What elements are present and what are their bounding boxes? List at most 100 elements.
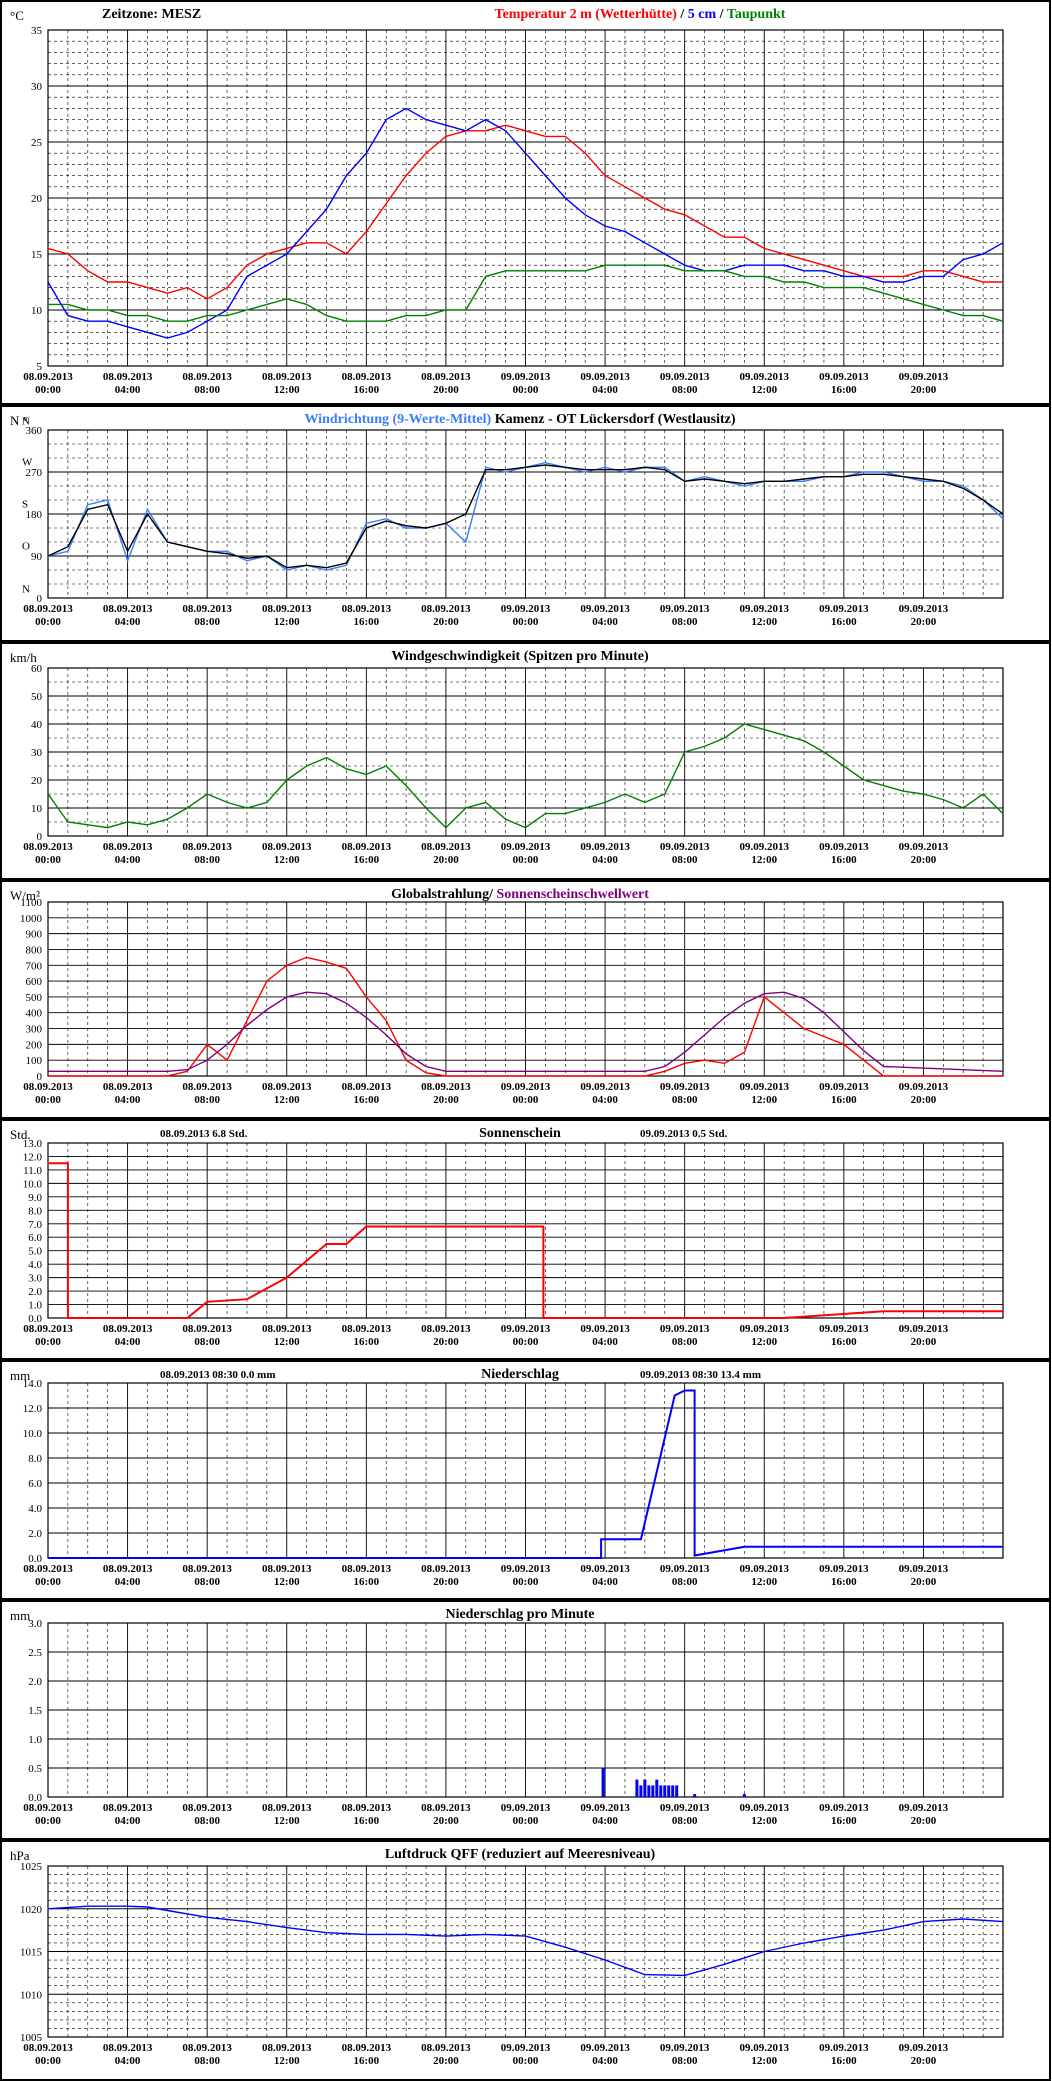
- x-tick-date: 08.09.2013: [182, 603, 232, 615]
- y-tick-label: 60: [31, 663, 43, 675]
- unit-label: hPa: [10, 1848, 30, 1863]
- bar-precip_min: [663, 1785, 667, 1797]
- x-tick-time: 12:00: [274, 1094, 300, 1106]
- x-tick-time: 16:00: [353, 1576, 379, 1588]
- x-tick-time: 12:00: [274, 384, 300, 396]
- x-tick-time: 00:00: [513, 1815, 539, 1827]
- y-tick-label: 15: [31, 249, 43, 261]
- bar-precip_min: [639, 1785, 643, 1797]
- x-tick-date: 09.09.2013: [740, 1802, 790, 1814]
- bar-precip_min: [655, 1779, 659, 1797]
- x-tick-time: 00:00: [513, 1094, 539, 1106]
- y-tick-label: 1100: [20, 897, 42, 909]
- x-tick-time: 16:00: [831, 2055, 857, 2067]
- y-tick-label: 5.0: [28, 1246, 42, 1258]
- y-tick-label: 1015: [20, 1947, 43, 1959]
- x-tick-date: 08.09.2013: [23, 1802, 73, 1814]
- x-tick-date: 08.09.2013: [262, 1802, 312, 1814]
- title-part: Luftdruck QFF (reduziert auf Meeresnivea…: [385, 1847, 656, 1862]
- x-tick-time: 16:00: [831, 1576, 857, 1588]
- chart-title: Sonnenschein: [479, 1126, 561, 1141]
- x-tick-time: 04:00: [115, 1576, 141, 1588]
- y-tick-label: 9.0: [28, 1192, 42, 1204]
- x-tick-date: 08.09.2013: [103, 1323, 153, 1335]
- y-tick-label: 10.0: [23, 1428, 43, 1440]
- x-tick-time: 04:00: [115, 1094, 141, 1106]
- title-part: 5 cm: [688, 7, 717, 22]
- x-tick-time: 16:00: [353, 2055, 379, 2067]
- title-part: Globalstrahlung/: [391, 887, 496, 902]
- x-tick-date: 09.09.2013: [660, 1323, 710, 1335]
- x-tick-time: 12:00: [751, 384, 777, 396]
- unit-label: Std.: [10, 1127, 31, 1142]
- y-tick-label: 500: [26, 992, 43, 1004]
- panel-precip: 0.0 2.0 4.0 6.0 8.0 10.0 12.0 14.0mm Niederschla…: [0, 1360, 1051, 1600]
- x-tick-date: 09.09.2013: [740, 841, 790, 853]
- chart-title: Windgeschwindigkeit (Spitzen pro Minute): [391, 649, 649, 664]
- x-tick-time: 12:00: [751, 854, 777, 866]
- x-tick-time: 04:00: [592, 1576, 618, 1588]
- x-tick-time: 08:00: [672, 854, 698, 866]
- compass-letter: S: [22, 499, 28, 511]
- unit-label: mm: [10, 1608, 30, 1623]
- x-tick-time: 00:00: [35, 854, 61, 866]
- x-tick-time: 20:00: [433, 854, 459, 866]
- bar-precip_min: [601, 1768, 605, 1797]
- y-tick-label: 2.5: [28, 1647, 42, 1659]
- x-tick-date: 09.09.2013: [660, 603, 710, 615]
- unit-label: mm: [10, 1368, 30, 1383]
- x-tick-date: 09.09.2013: [660, 1563, 710, 1575]
- x-tick-time: 04:00: [115, 616, 141, 628]
- chart-title: Niederschlag pro Minute: [445, 1607, 594, 1622]
- x-tick-date: 08.09.2013: [342, 1323, 392, 1335]
- x-tick-date: 09.09.2013: [580, 1563, 630, 1575]
- unit-label: W/m²: [10, 888, 40, 903]
- x-tick-date: 08.09.2013: [23, 1563, 73, 1575]
- x-tick-time: 16:00: [831, 616, 857, 628]
- x-tick-date: 08.09.2013: [421, 371, 471, 383]
- x-tick-date: 09.09.2013: [580, 1323, 630, 1335]
- bar-precip_min: [667, 1785, 671, 1797]
- x-tick-time: 16:00: [831, 1815, 857, 1827]
- x-tick-time: 16:00: [353, 384, 379, 396]
- y-tick-label: 0.5: [28, 1763, 42, 1775]
- info-left: 08.09.2013 08:30 0.0 mm: [160, 1369, 276, 1381]
- x-tick-date: 09.09.2013: [580, 841, 630, 853]
- compass-letter: O: [22, 541, 30, 553]
- x-tick-date: 08.09.2013: [103, 1081, 153, 1093]
- y-tick-label: 0: [37, 593, 43, 605]
- x-tick-date: 09.09.2013: [819, 371, 869, 383]
- x-tick-time: 00:00: [35, 384, 61, 396]
- x-tick-time: 00:00: [513, 1336, 539, 1348]
- y-tick-label: 180: [26, 509, 43, 521]
- x-tick-time: 00:00: [35, 616, 61, 628]
- x-tick-date: 08.09.2013: [342, 371, 392, 383]
- info-right: 09.09.2013 0.5 Std.: [640, 1128, 728, 1140]
- chart-title: Windrichtung (9-Werte-Mittel) Kamenz - O…: [304, 412, 735, 427]
- x-tick-date: 09.09.2013: [899, 841, 949, 853]
- x-tick-date: 09.09.2013: [899, 1081, 949, 1093]
- x-tick-date: 08.09.2013: [23, 1323, 73, 1335]
- x-tick-date: 09.09.2013: [501, 2042, 551, 2054]
- unit-label: N °: [10, 413, 28, 428]
- title-part: Sonnenschein: [479, 1126, 561, 1141]
- y-tick-label: 10: [31, 803, 43, 815]
- x-tick-time: 04:00: [115, 854, 141, 866]
- x-tick-time: 08:00: [672, 1576, 698, 1588]
- x-tick-date: 09.09.2013: [660, 841, 710, 853]
- x-tick-date: 09.09.2013: [660, 2042, 710, 2054]
- x-tick-date: 09.09.2013: [899, 1323, 949, 1335]
- title-part: Windrichtung (9-Werte-Mittel): [304, 412, 491, 427]
- bar-precip_min: [659, 1785, 663, 1797]
- series-line-precip-0: [48, 1389, 1003, 1559]
- title-part: /: [677, 7, 688, 22]
- y-tick-label: 300: [26, 1024, 43, 1036]
- x-tick-date: 09.09.2013: [501, 1323, 551, 1335]
- y-tick-label: 100: [26, 1055, 43, 1067]
- y-tick-label: 400: [26, 1008, 43, 1020]
- x-tick-time: 16:00: [353, 1336, 379, 1348]
